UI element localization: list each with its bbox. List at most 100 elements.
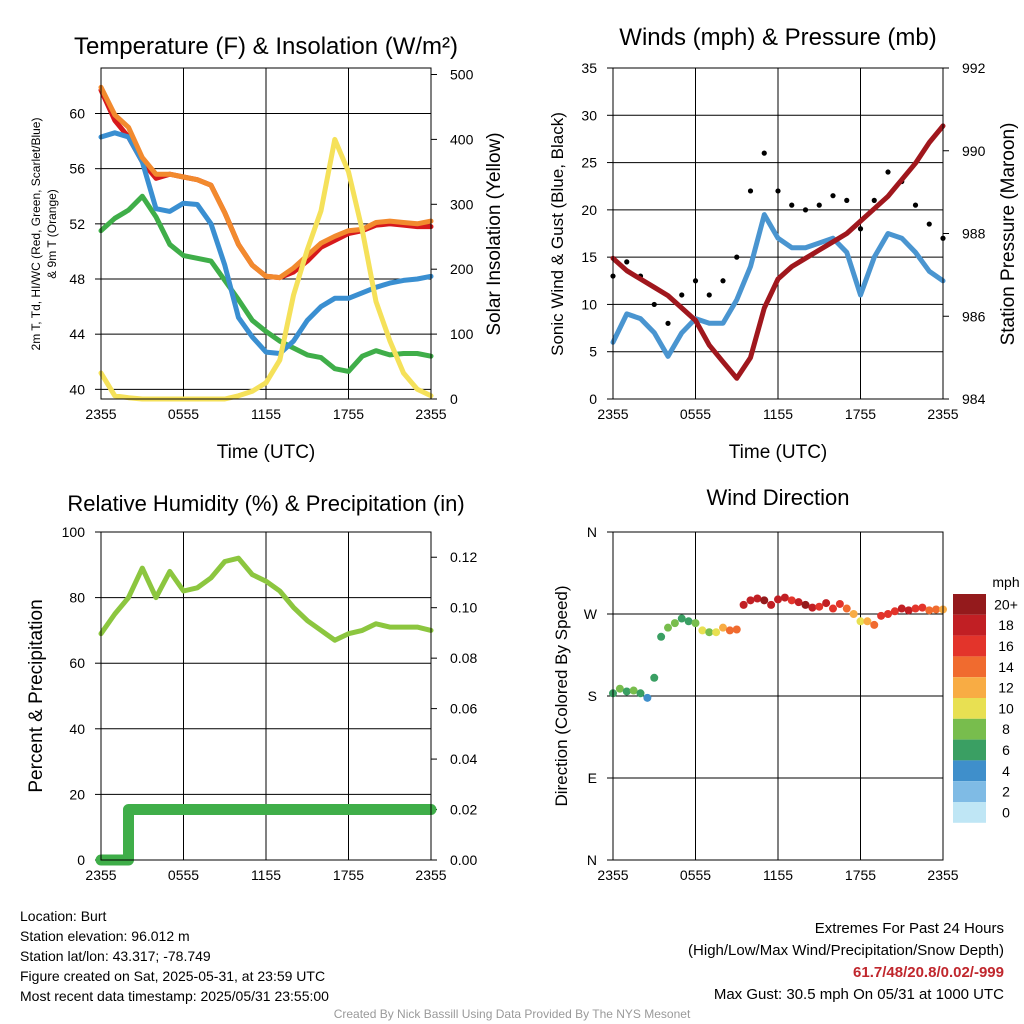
x-tick-label: 2355	[927, 406, 958, 422]
direction-point	[897, 604, 906, 613]
y-tick-label: 20	[581, 202, 597, 218]
gust-point	[665, 320, 671, 326]
winds-panel: Winds (mph) & Pressure (mb) 2355 0555 1155…	[548, 24, 1019, 463]
td-line	[98, 193, 434, 374]
y-tick-label: 48	[69, 271, 85, 287]
direction-point	[767, 600, 776, 609]
temperature-panel: Temperature (F) & Insolation (W/m²) 2355…	[29, 33, 505, 463]
x-tick-label: 1755	[845, 867, 876, 883]
x-tick-label: 2355	[85, 867, 116, 883]
y2-tick-label: 984	[962, 391, 986, 407]
gust-point	[624, 259, 630, 265]
legend-swatch	[953, 760, 986, 782]
gust-point	[885, 169, 891, 175]
direction-point	[890, 607, 899, 616]
direction-point	[787, 596, 796, 605]
x-tick-label: 2355	[597, 406, 628, 422]
y2-tick-label: 0.12	[450, 549, 477, 565]
y-tick-label: 10	[581, 296, 597, 312]
direction-point	[746, 596, 755, 605]
direction-point	[932, 605, 941, 614]
y-tick-label: 40	[69, 381, 85, 397]
recent-timestamp: Most recent data timestamp: 2025/05/31 2…	[20, 988, 329, 1004]
extremes-info: Extremes For Past 24 Hours (High/Low/Max…	[688, 918, 1004, 1006]
wind-direction-y-label: Direction (Colored By Speed)	[552, 585, 571, 806]
x-tick-label: 1155	[763, 406, 793, 422]
direction-point	[650, 673, 659, 682]
plot-frame	[612, 531, 944, 861]
y2-tick-label: 0	[450, 391, 458, 407]
direction-point	[815, 602, 824, 611]
y-tick-label: N	[587, 524, 597, 540]
gust-point	[651, 301, 657, 308]
x-tick-label: 0555	[680, 406, 711, 422]
x-tick-label: 0555	[680, 867, 711, 883]
x-tick-label: 0555	[168, 406, 199, 422]
plot-frame	[612, 67, 944, 400]
x-tick-label: 2355	[415, 867, 446, 883]
figure-created: Figure created on Sat, 2025-05-31, at 23…	[20, 968, 326, 984]
gust-point	[775, 188, 781, 194]
humidity-y-label: Percent & Precipitation	[26, 599, 47, 792]
direction-point	[856, 617, 865, 626]
direction-point	[911, 604, 920, 613]
max-gust: Max Gust: 30.5 mph On 05/31 at 1000 UTC	[713, 986, 1004, 1003]
legend-label: 20+	[994, 596, 1018, 612]
station-elevation: Station elevation: 96.012 m	[20, 928, 190, 944]
wind-direction-panel-title: Wind Direction	[706, 485, 849, 510]
direction-point	[705, 628, 714, 637]
gust-point	[692, 278, 699, 284]
direction-point	[835, 599, 844, 608]
y-tick-label: E	[588, 770, 597, 786]
direction-point	[725, 626, 734, 635]
humidity-panel: Relative Humidity (%) & Precipitation (i…	[26, 491, 477, 883]
direction-point	[732, 625, 741, 634]
direction-point	[712, 628, 721, 637]
direction-point	[691, 619, 700, 628]
gust-point	[912, 202, 919, 208]
direction-point	[636, 689, 645, 698]
x-tick-label: 1155	[251, 406, 281, 422]
direction-point	[925, 606, 934, 615]
credit-line: Created By Nick Bassill Using Data Provi…	[333, 1007, 691, 1021]
extremes-values: 61.7/48/20.8/0.02/-999	[853, 964, 1004, 981]
x-tick-label: 1155	[763, 867, 793, 883]
direction-point	[877, 611, 886, 620]
y-tick-label: 30	[581, 107, 597, 123]
direction-point	[657, 632, 666, 641]
gust-point	[747, 188, 754, 194]
station-location: Location: Burt	[20, 908, 107, 924]
y2-tick-label: 0.08	[450, 650, 477, 666]
direction-point	[801, 600, 810, 609]
y2-tick-label: 0.06	[450, 701, 477, 717]
relative-humidity-line	[98, 555, 434, 643]
direction-point	[794, 598, 803, 607]
y-tick-label: 60	[69, 655, 85, 671]
sonic-wind-line	[610, 212, 946, 359]
y2-tick-label: 0.10	[450, 600, 477, 616]
temperature-y-label-line2: & 9m T (Orange)	[45, 189, 59, 279]
legend-swatch	[953, 594, 986, 615]
y2-tick-label: 988	[962, 226, 986, 242]
gust-point	[761, 150, 767, 156]
y2-tick-label: 0.00	[450, 852, 477, 868]
direction-point	[719, 623, 727, 632]
direction-point	[670, 619, 679, 628]
legend-label: 16	[998, 638, 1014, 654]
legend-label: 12	[998, 680, 1014, 696]
x-tick-label: 2355	[927, 867, 958, 883]
y2-tick-label: 990	[962, 143, 986, 159]
legend-label: 0	[1002, 804, 1010, 820]
legend-swatch	[953, 781, 986, 802]
y2-tick-label: 992	[962, 60, 986, 76]
legend-swatch	[953, 802, 986, 823]
gust-point	[706, 292, 712, 298]
direction-point	[615, 684, 624, 693]
legend-label: 2	[1002, 784, 1010, 800]
gust-point	[802, 207, 809, 213]
y-tick-label: S	[588, 688, 597, 704]
humidity-plot-area: 2355 0555 1155 1755 23550204060801000.000.02…	[62, 524, 478, 883]
x-tick-label: 2355	[85, 406, 116, 422]
direction-point	[698, 626, 707, 635]
